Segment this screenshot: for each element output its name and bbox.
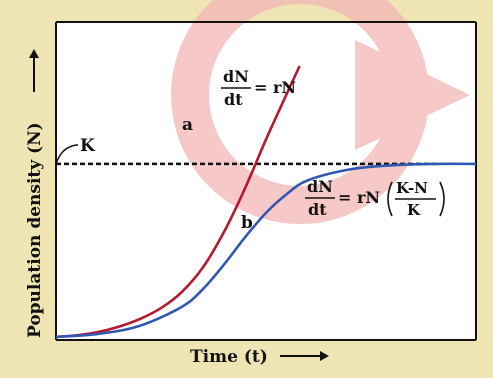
y-axis-label: Population density (N): [25, 122, 45, 338]
carrying-capacity-label: K: [80, 136, 96, 156]
equation-b-factor-numerator: K-N: [396, 179, 428, 197]
equation-b-denominator: dt: [308, 200, 327, 219]
series-b-label: b: [241, 213, 253, 233]
y-axis-arrow-icon: [29, 49, 39, 92]
series-a-label: a: [182, 115, 193, 135]
x-axis-arrow-icon: [280, 351, 329, 361]
k-leader-curve: [55, 144, 79, 165]
equation-a-numerator: dN: [223, 67, 249, 86]
series-a-line: [55, 65, 301, 339]
watermark-logo: [171, 0, 470, 224]
equation-b-right-paren: [439, 181, 445, 217]
equation-b-left-paren: [387, 181, 393, 217]
equation-a: dN dt = rN: [221, 67, 296, 109]
equation-a-denominator: dt: [224, 90, 243, 109]
series-b-line: [55, 162, 477, 339]
equation-b-factor-denominator: K: [407, 201, 421, 219]
equation-b: dN dt = rN K-N K: [305, 177, 445, 219]
x-axis-label: Time (t): [190, 347, 268, 367]
equation-b-rhs: = rN: [338, 188, 380, 207]
equation-b-numerator: dN: [307, 177, 333, 196]
equation-a-rhs: = rN: [254, 78, 296, 97]
